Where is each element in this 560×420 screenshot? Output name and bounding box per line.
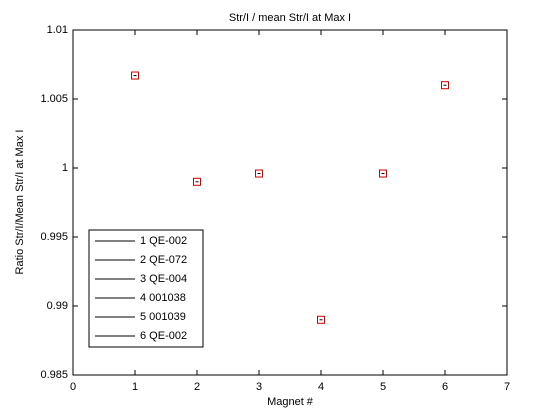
y-tick-label: 0.985 (40, 369, 68, 381)
data-point (193, 177, 201, 186)
marker (317, 315, 325, 324)
legend-label: 5 001039 (140, 311, 186, 323)
x-tick-label: 7 (504, 381, 510, 393)
data-point (379, 169, 387, 178)
data-point (131, 71, 139, 80)
x-tick-label: 5 (380, 381, 386, 393)
marker (131, 71, 139, 80)
y-tick-label: 1 (62, 162, 68, 174)
legend-label: 4 001038 (140, 292, 186, 304)
data-point (441, 81, 449, 90)
legend-box (88, 229, 204, 348)
y-axis-label: Ratio Str/I/Mean Str/I at Max I (14, 130, 26, 275)
legend-label: 2 QE-072 (140, 254, 187, 266)
x-axis-label: Magnet # (267, 396, 314, 408)
x-tick-label: 1 (132, 381, 138, 393)
y-tick-label: 0.995 (40, 231, 68, 243)
y-tick-label: 1.01 (47, 24, 68, 36)
marker (193, 177, 201, 186)
y-tick-label: 0.99 (47, 300, 68, 312)
legend-label: 3 QE-004 (140, 273, 187, 285)
marker (255, 169, 263, 178)
x-tick-label: 2 (194, 381, 200, 393)
legend-label: 1 QE-002 (140, 235, 187, 247)
data-point (317, 315, 325, 324)
x-tick-label: 6 (442, 381, 448, 393)
y-tick-label: 1.005 (40, 93, 68, 105)
legend-label: 6 QE-002 (140, 330, 187, 342)
x-tick-label: 3 (256, 381, 262, 393)
data-point (255, 169, 263, 178)
chart-title: Str/I / mean Str/I at Max I (229, 12, 351, 24)
marker (379, 169, 387, 178)
x-tick-label: 0 (70, 381, 76, 393)
marker (441, 81, 449, 90)
x-tick-label: 4 (318, 381, 324, 393)
